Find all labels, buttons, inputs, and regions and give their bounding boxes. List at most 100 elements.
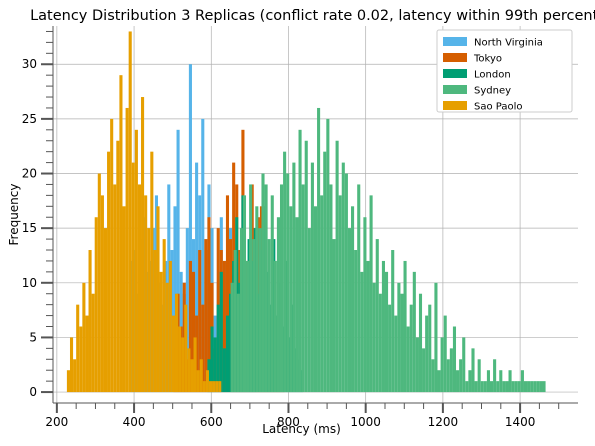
legend-entry-label: Sao Paolo — [474, 102, 523, 113]
histogram-bar — [418, 293, 423, 393]
y-tick-label: 5 — [29, 330, 37, 344]
histogram-bar — [496, 381, 500, 393]
histogram-bar — [292, 162, 296, 393]
histogram-bar — [449, 348, 453, 393]
histogram-bar — [313, 206, 318, 393]
histogram-bar — [225, 195, 230, 393]
histogram-bar — [236, 293, 240, 393]
histogram-bar — [452, 326, 457, 393]
histogram-bar — [156, 206, 160, 393]
histogram-bar — [493, 359, 497, 393]
histogram-bar — [456, 370, 460, 393]
histogram-bar — [176, 129, 180, 393]
histogram-bar — [523, 381, 528, 393]
histogram-bar — [162, 239, 166, 393]
histogram-bar — [107, 151, 111, 393]
histogram-bar — [165, 282, 169, 393]
histogram-bar — [159, 271, 163, 393]
histogram-bar — [412, 271, 416, 393]
histogram-bar — [147, 228, 151, 393]
legend-entry-label: London — [474, 70, 511, 81]
histogram-bar — [210, 326, 214, 393]
histogram-bar — [219, 271, 223, 393]
histogram-bar — [295, 217, 299, 393]
histogram-bar — [190, 359, 194, 393]
legend-entry-label: Sydney — [474, 86, 511, 97]
histogram-bar — [66, 370, 70, 393]
x-tick-label: 400 — [123, 415, 146, 429]
histogram-bar — [230, 282, 234, 393]
histogram-bar — [76, 304, 80, 393]
histogram-bar — [443, 315, 447, 393]
histogram-bar — [298, 129, 302, 393]
histogram-bar — [207, 217, 211, 393]
histogram-bar — [153, 250, 157, 393]
y-tick-label: 10 — [22, 276, 37, 290]
histogram-bar — [188, 64, 192, 393]
histogram-bar — [505, 381, 509, 393]
histogram-bar — [400, 293, 404, 393]
histogram-bar — [486, 370, 490, 393]
histogram-bar — [196, 370, 200, 393]
histogram-bar — [261, 173, 265, 393]
histogram-bar — [201, 118, 205, 393]
histogram-bars — [66, 31, 546, 393]
y-tick-label: 15 — [22, 221, 37, 235]
histogram-bar — [103, 228, 108, 393]
histogram-bar — [459, 359, 463, 393]
histogram-bar — [128, 31, 132, 393]
histogram-bar — [511, 381, 515, 393]
legend-swatch — [443, 69, 467, 78]
histogram-bar — [91, 293, 95, 393]
histogram-bar — [397, 282, 401, 393]
histogram-bar — [354, 250, 358, 393]
histogram-bar — [304, 140, 308, 393]
x-axis-label: Latency (ms) — [262, 422, 341, 436]
histogram-bar — [125, 107, 129, 393]
histogram-bar — [94, 217, 98, 393]
histogram-bar — [82, 282, 86, 393]
histogram-bar — [372, 282, 376, 393]
histogram-bar — [193, 337, 197, 393]
histogram-bar — [375, 239, 379, 393]
histogram-bar — [366, 260, 370, 393]
histogram-bar — [79, 326, 83, 393]
histogram-bar — [212, 381, 216, 393]
legend-swatch — [443, 53, 467, 62]
histogram-bar — [378, 293, 382, 393]
histogram-bar — [213, 337, 217, 393]
y-tick-label: 30 — [22, 57, 37, 71]
histogram-bar — [201, 304, 205, 393]
histogram-bar — [446, 359, 450, 393]
histogram-bar — [384, 271, 389, 393]
histogram-bar — [332, 239, 336, 393]
histogram-bar — [317, 107, 321, 393]
histogram-bar — [403, 260, 407, 393]
histogram-bar — [233, 250, 237, 393]
histogram-bar — [141, 97, 145, 393]
histogram-bar — [239, 228, 243, 393]
histogram-bar — [425, 315, 429, 393]
histogram-bar — [216, 304, 220, 393]
histogram-bar — [329, 184, 333, 393]
histogram-bar — [267, 239, 271, 393]
histogram-bar — [208, 381, 213, 393]
histogram-bar — [508, 370, 512, 393]
y-axis-label: Frequency — [7, 184, 21, 246]
histogram-bar — [474, 381, 478, 393]
histogram-bar — [286, 173, 290, 393]
x-axis-ticks: 200 400 600 800 1000 1200 1400 — [45, 403, 560, 429]
histogram-bar — [363, 217, 367, 393]
histogram-bar — [171, 315, 175, 393]
histogram-bar — [249, 184, 253, 393]
x-tick-label: 1400 — [505, 415, 536, 429]
histogram-bar — [520, 370, 524, 393]
histogram-bar — [434, 282, 438, 393]
histogram-bar — [465, 381, 469, 393]
histogram-bar — [502, 381, 506, 393]
x-tick-label: 1200 — [428, 415, 459, 429]
x-tick-label: 600 — [200, 415, 223, 429]
series-sao-paolo — [66, 31, 222, 393]
histogram-bar — [289, 206, 293, 393]
